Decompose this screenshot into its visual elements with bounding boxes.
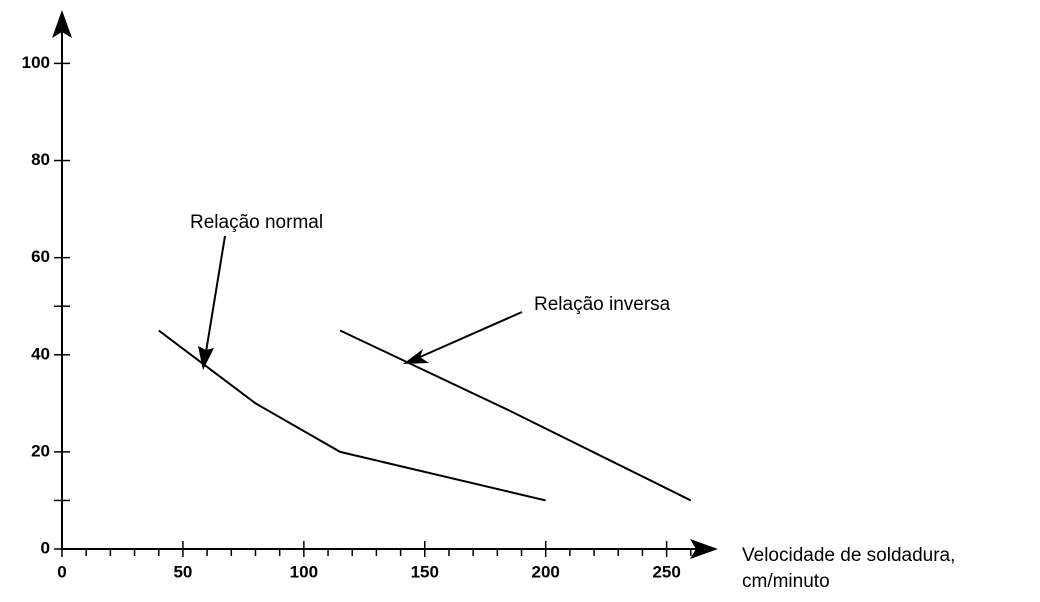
y-tick-label: 20 [31, 441, 50, 460]
y-tick-label: 100 [22, 53, 50, 72]
x-tick-label: 50 [173, 562, 192, 581]
annotation-arrow [205, 235, 226, 353]
data-line [339, 329, 692, 502]
y-tick-label: 60 [31, 247, 50, 266]
x-axis-label: cm/minuto [742, 571, 830, 592]
annotation-arrow [419, 311, 523, 358]
x-tick-label: 0 [57, 562, 66, 581]
annotation: Relação inversa [534, 294, 671, 315]
x-tick-label: 200 [532, 562, 560, 581]
x-tick-label: 100 [290, 562, 318, 581]
y-tick-label: 0 [41, 538, 50, 557]
annotation: Relação normal [190, 212, 323, 233]
data-line [158, 329, 546, 502]
x-tick-label: 250 [652, 562, 680, 581]
x-axis-label: Velocidade de soldadura, [742, 545, 955, 566]
y-tick-label: 80 [31, 150, 50, 169]
annotation-arrowhead [403, 349, 429, 364]
x-tick-label: 150 [411, 562, 439, 581]
y-tick-label: 40 [31, 344, 50, 363]
